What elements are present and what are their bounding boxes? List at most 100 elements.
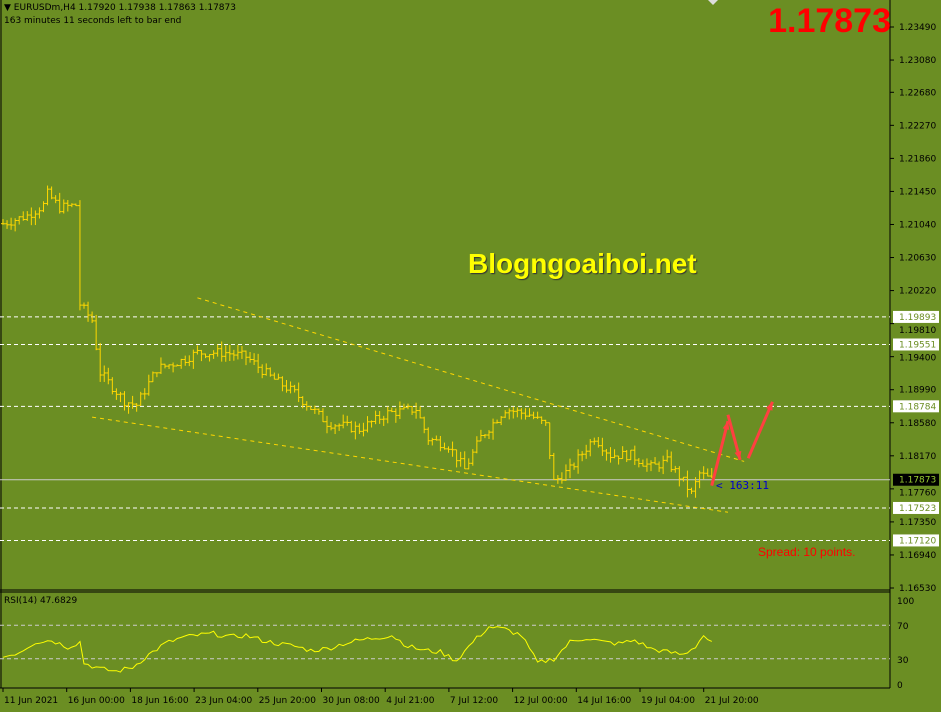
y-tick-label: 1.22680 bbox=[899, 88, 936, 98]
price-bar bbox=[256, 353, 261, 374]
price-bar bbox=[272, 372, 277, 380]
price-bar bbox=[559, 472, 564, 484]
price-bar bbox=[126, 402, 131, 414]
price-bar bbox=[130, 395, 135, 409]
price-bar bbox=[665, 449, 670, 463]
price-bar bbox=[547, 422, 552, 460]
bar-timer-text: 163 minutes 11 seconds left to bar end bbox=[4, 16, 182, 26]
level-price-label: 1.19893 bbox=[899, 313, 936, 323]
x-tick-label: 4 Jul 21:00 bbox=[386, 696, 435, 706]
level-price-label: 1.17523 bbox=[899, 504, 936, 514]
price-bar bbox=[470, 449, 475, 466]
price-bar bbox=[150, 371, 155, 383]
price-bar bbox=[187, 355, 192, 367]
price-bar bbox=[389, 407, 394, 413]
price-bar bbox=[410, 405, 415, 415]
price-bar bbox=[543, 419, 548, 426]
price-bar bbox=[284, 379, 289, 393]
x-tick-label: 21 Jul 20:00 bbox=[705, 696, 759, 706]
price-bar bbox=[252, 353, 257, 366]
price-bar bbox=[183, 355, 188, 366]
price-bar bbox=[223, 345, 228, 362]
price-bar bbox=[511, 406, 516, 419]
spread-text: Spread: 10 points. bbox=[758, 545, 856, 559]
price-bar bbox=[337, 423, 342, 431]
price-bar bbox=[661, 455, 666, 475]
price-bar bbox=[171, 362, 176, 373]
price-bar bbox=[397, 401, 402, 420]
price-bar bbox=[65, 199, 70, 212]
price-bar bbox=[580, 451, 585, 462]
price-bar bbox=[268, 367, 273, 377]
x-tick-label: 16 Jun 00:00 bbox=[68, 696, 125, 706]
price-bar bbox=[102, 365, 107, 382]
forecast-arrow bbox=[746, 401, 774, 459]
price-bar bbox=[669, 451, 674, 473]
price-bar bbox=[697, 470, 702, 489]
rsi-tick-label: 100 bbox=[897, 597, 914, 607]
price-bar bbox=[673, 465, 678, 473]
price-bar bbox=[280, 376, 285, 392]
price-bar bbox=[312, 405, 317, 414]
price-bar bbox=[94, 314, 99, 351]
price-bar bbox=[365, 416, 370, 433]
price-bar bbox=[401, 403, 406, 410]
price-bar bbox=[138, 391, 143, 406]
price-bar bbox=[539, 416, 544, 425]
price-bar bbox=[325, 415, 329, 434]
price-bar bbox=[260, 364, 265, 379]
rsi-tick-label: 30 bbox=[897, 656, 909, 666]
price-bar bbox=[29, 207, 34, 226]
y-tick-label: 1.20220 bbox=[899, 287, 936, 297]
price-bar bbox=[122, 391, 127, 411]
price-bar bbox=[308, 406, 313, 410]
level-price-label: 1.18784 bbox=[899, 402, 936, 412]
price-bar bbox=[163, 363, 167, 369]
price-bar bbox=[499, 416, 504, 426]
price-bar bbox=[235, 344, 240, 360]
price-bar bbox=[454, 449, 459, 468]
price-bar bbox=[636, 458, 641, 468]
bid-price-label: 1.17873 bbox=[899, 476, 936, 486]
price-bar bbox=[175, 364, 180, 367]
price-bar bbox=[61, 199, 66, 214]
price-bar bbox=[41, 201, 46, 213]
price-bar bbox=[438, 435, 443, 452]
price-bar bbox=[215, 344, 220, 357]
price-bar bbox=[57, 192, 62, 214]
price-bar bbox=[264, 363, 269, 376]
y-tick-label: 1.18580 bbox=[899, 419, 936, 429]
x-tick-label: 14 Jul 16:00 bbox=[577, 696, 631, 706]
price-bar bbox=[373, 410, 378, 425]
price-bar bbox=[199, 349, 204, 362]
price-bar bbox=[21, 211, 26, 221]
price-bar bbox=[203, 353, 208, 359]
price-bar bbox=[231, 349, 236, 361]
level-price-label: 1.17120 bbox=[899, 536, 936, 546]
price-bar bbox=[118, 391, 123, 403]
price-bar bbox=[276, 373, 281, 380]
price-bar bbox=[434, 435, 439, 441]
price-bar bbox=[211, 350, 216, 359]
y-tick-label: 1.23490 bbox=[899, 23, 936, 33]
price-bar bbox=[239, 346, 244, 359]
price-bar bbox=[551, 452, 556, 480]
price-bar bbox=[458, 451, 463, 467]
price-bar bbox=[13, 218, 18, 232]
price-bar bbox=[442, 442, 447, 450]
price-bar bbox=[657, 461, 662, 472]
price-bar bbox=[422, 416, 427, 434]
price-bar bbox=[624, 449, 629, 463]
price-bar bbox=[300, 396, 305, 409]
level-price-box bbox=[893, 501, 939, 514]
price-bar bbox=[628, 449, 633, 461]
price-bar bbox=[632, 445, 637, 465]
price-bar bbox=[77, 200, 82, 311]
y-tick-label: 1.17760 bbox=[899, 489, 936, 499]
price-bar bbox=[53, 195, 58, 204]
price-bar bbox=[98, 342, 103, 382]
level-price-box bbox=[893, 534, 939, 547]
dropdown-icon[interactable]: ▼ bbox=[4, 3, 14, 13]
price-bar bbox=[154, 372, 159, 378]
